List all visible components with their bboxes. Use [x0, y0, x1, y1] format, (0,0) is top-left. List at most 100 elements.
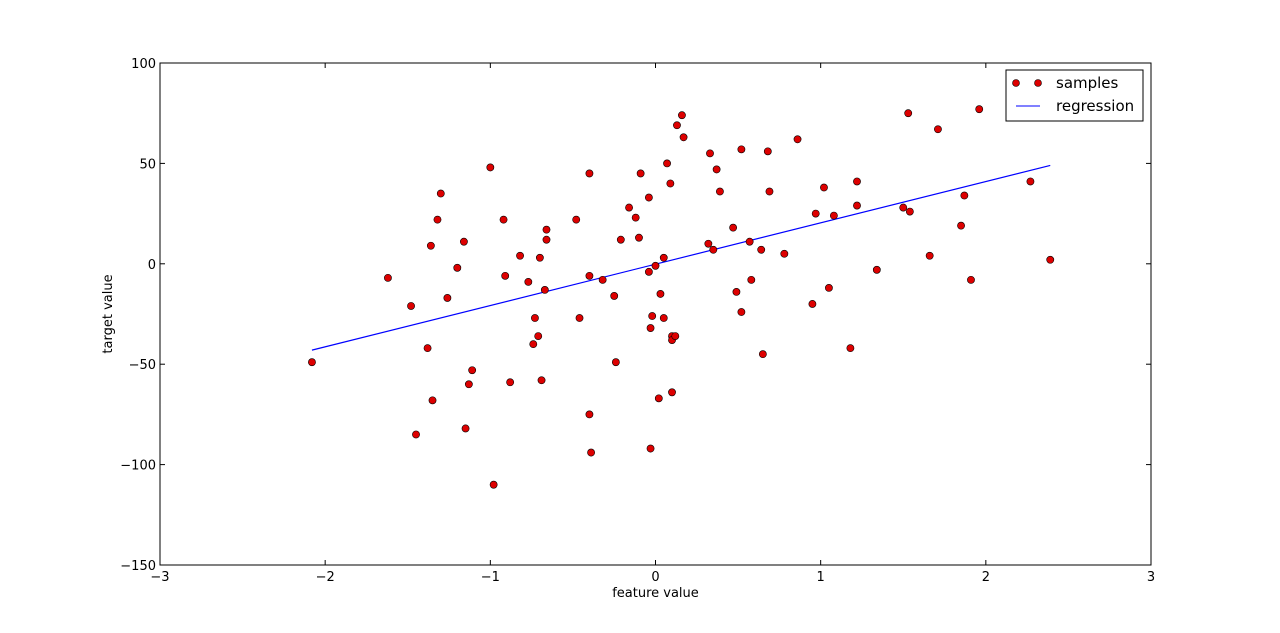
legend-samples-label: samples [1056, 74, 1119, 92]
sample-point [531, 314, 539, 322]
x-tick-label: −1 [481, 570, 500, 585]
sample-point [659, 253, 668, 262]
sample-point [960, 191, 969, 200]
sample-point [1026, 177, 1035, 186]
sample-point [585, 410, 594, 419]
sample-point [460, 237, 468, 246]
x-tick-label: −2 [316, 570, 335, 585]
sample-point [957, 221, 965, 230]
sample-point [737, 145, 746, 154]
legend-box [1005, 69, 1144, 122]
sample-point [529, 340, 538, 349]
sample-point [542, 235, 551, 244]
x-axis-label: feature value [612, 586, 699, 601]
sample-point [975, 105, 984, 114]
sample-point [765, 187, 774, 196]
sample-point [489, 480, 498, 489]
sample-point [542, 225, 551, 234]
sample-point [745, 237, 754, 246]
sample-point [540, 285, 549, 294]
sample-point [453, 263, 462, 272]
x-tick-label: 1 [817, 570, 825, 585]
sample-point [763, 147, 772, 156]
sample-point [625, 203, 633, 212]
sample-point [631, 213, 640, 222]
legend-regression-label: regression [1056, 97, 1134, 115]
sample-point [412, 430, 420, 439]
y-tick-label: 50 [139, 157, 156, 172]
sample-point [436, 189, 445, 198]
x-tick-label: 2 [982, 570, 990, 585]
sample-point [925, 251, 934, 260]
sample-point [656, 290, 665, 298]
sample-point [704, 239, 713, 248]
sample-point [853, 201, 861, 210]
sample-point [712, 165, 721, 174]
sample-point [729, 223, 738, 232]
sample-point [967, 275, 975, 284]
sample-point [575, 314, 584, 322]
regression-line [311, 164, 1051, 351]
sample-point [464, 380, 473, 389]
sample-point [384, 273, 392, 282]
legend: samples regression [1005, 69, 1144, 122]
sample-point [644, 267, 653, 276]
y-tick-label: 0 [148, 258, 156, 273]
x-tick-label: 0 [651, 570, 659, 585]
sample-point [535, 253, 544, 262]
sample-point [461, 424, 470, 433]
sample-point [654, 394, 663, 403]
sample-point [737, 308, 746, 316]
sample-point [663, 159, 671, 168]
sample-point [706, 149, 714, 158]
sample-point [646, 324, 655, 332]
y-tick-label: −50 [129, 358, 156, 373]
sample-point [468, 366, 477, 375]
sample-point [829, 211, 838, 220]
sample-point [811, 209, 820, 218]
sample-point [872, 265, 881, 274]
legend-samples-marker-1 [1012, 79, 1020, 87]
sample-point [747, 275, 756, 284]
data-marks [308, 105, 1055, 489]
sample-point [572, 215, 581, 224]
sample-point [426, 241, 435, 250]
x-tick-label: −3 [150, 570, 169, 585]
sample-point [671, 332, 680, 340]
sample-point [610, 292, 619, 300]
y-tick-label: −100 [120, 459, 156, 474]
sample-point [820, 183, 828, 192]
sample-point [616, 235, 625, 244]
sample-point [904, 109, 913, 118]
x-tick-label: 3 [1147, 570, 1155, 585]
sample-point [668, 388, 676, 397]
sample-point [905, 207, 914, 216]
y-tick-label: −150 [120, 559, 156, 574]
sample-point [651, 261, 660, 270]
sample-point [673, 121, 681, 130]
sample-point [486, 163, 495, 172]
sample-point [757, 245, 766, 254]
sample-point [499, 215, 508, 224]
sample-point [585, 169, 594, 178]
sample-point [646, 444, 655, 453]
sample-point [598, 275, 607, 284]
sample-point [1046, 255, 1055, 264]
sample-point [587, 448, 595, 457]
sample-point [846, 344, 855, 353]
sample-point [758, 350, 767, 359]
sample-point [308, 358, 316, 367]
sample-point [934, 125, 942, 134]
sample-point [716, 187, 724, 196]
sample-point [732, 288, 741, 296]
sample-point [825, 283, 833, 292]
sample-point [506, 378, 515, 387]
sample-point [428, 396, 437, 405]
sample-point [899, 203, 908, 212]
sample-point [679, 133, 688, 142]
sample-point [636, 169, 645, 178]
sample-point [635, 233, 643, 242]
sample-point [644, 193, 653, 202]
sample-point [585, 271, 594, 280]
